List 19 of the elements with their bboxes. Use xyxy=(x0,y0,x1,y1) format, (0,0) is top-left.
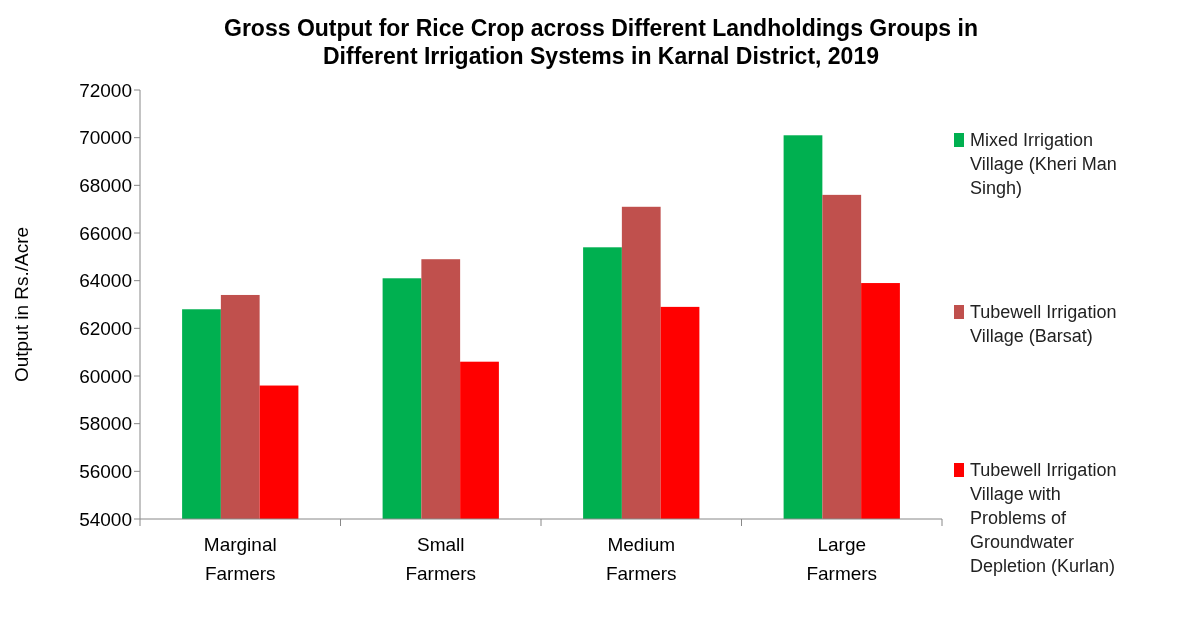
y-tick-label: 54000 xyxy=(79,508,132,530)
legend-label: Mixed Irrigation Village (Kheri Man Singh) xyxy=(970,130,1117,199)
x-tick-label: Small Farmers xyxy=(405,534,477,584)
y-tick-label: 56000 xyxy=(79,460,132,482)
y-tick-label: 72000 xyxy=(79,79,132,101)
y-axis-title: Output in Rs./Acre xyxy=(11,226,32,383)
x-tick-label: Large Farmers xyxy=(806,534,878,584)
y-tick-label: 66000 xyxy=(79,222,132,244)
x-tick-label: Medium Farmers xyxy=(605,534,677,584)
legend-label: Tubewell Irrigation Village (Barsat) xyxy=(970,302,1117,347)
y-tick-label: 58000 xyxy=(79,413,132,435)
y-tick-label: 70000 xyxy=(79,127,132,149)
y-tick-label: 68000 xyxy=(79,174,132,196)
x-tick-label: Marginal Farmers xyxy=(203,534,277,584)
y-tick-label: 64000 xyxy=(79,270,132,292)
y-tick-label: 62000 xyxy=(79,317,132,339)
y-tick-label: 60000 xyxy=(79,365,132,387)
legend-label: Tubewell Irrigation Village with Problems of Groundwater Depletion (Kurlan) xyxy=(970,460,1117,577)
chart-title: Gross Output for Rice Crop across Different Landholdings Groups in Different Irrigation Systems in Karnal District, 2019 xyxy=(224,15,978,69)
